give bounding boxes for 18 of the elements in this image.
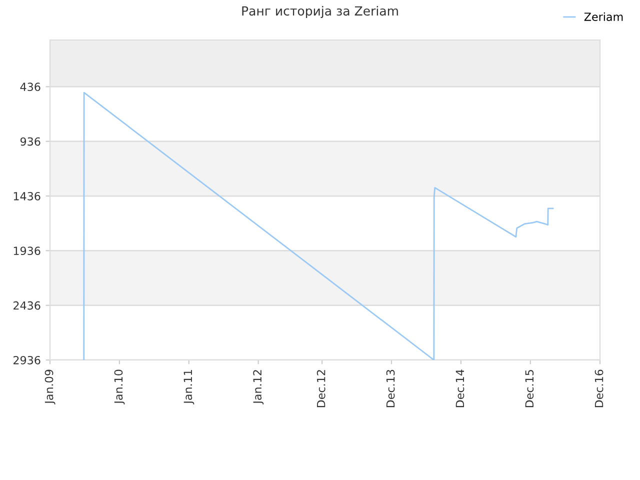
chart-title: Ранг историја за Zeriam <box>242 6 398 18</box>
x-tick-label: Dec.14 <box>456 370 464 408</box>
y-tick-label: 2936 <box>14 356 40 364</box>
y-tick-label: 1936 <box>14 246 40 256</box>
x-tick-label: Dec.13 <box>386 370 395 408</box>
legend-label: Zeriam <box>584 12 623 21</box>
y-tick-label: 436 <box>20 82 40 92</box>
x-tick-label: Jan.10 <box>114 370 125 404</box>
y-tick-label: 936 <box>20 137 40 146</box>
line-series <box>83 92 554 360</box>
x-tick-label: Jan.09 <box>44 370 56 404</box>
y-tick-label: 2436 <box>14 301 40 310</box>
x-tick-label: Dec.15 <box>525 370 534 408</box>
x-tick-label: Dec.12 <box>316 370 326 408</box>
x-tick-label: Jan.12 <box>253 370 264 404</box>
x-tick-label: Dec.16 <box>594 370 604 408</box>
y-tick-label: 1436 <box>14 192 40 200</box>
x-tick-label: Jan.11 <box>184 370 194 404</box>
